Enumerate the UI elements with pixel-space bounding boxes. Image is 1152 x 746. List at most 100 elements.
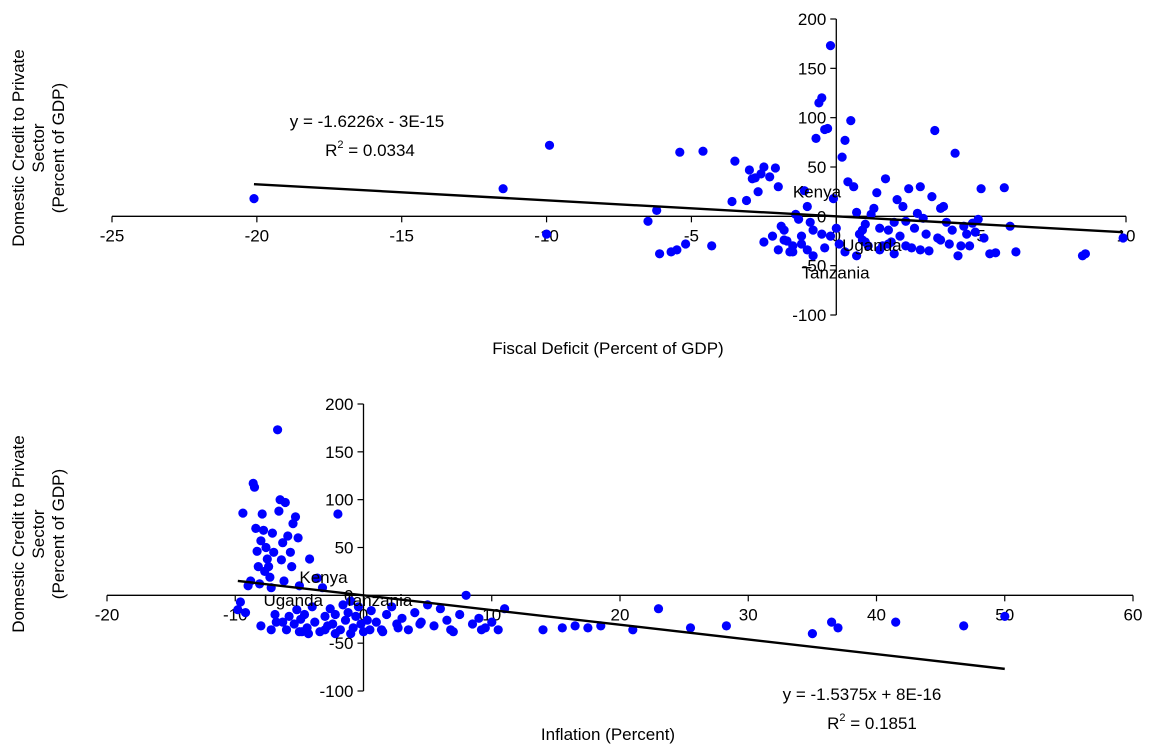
r-squared-1: R2 = 0.0334 [325,139,415,160]
data-point [269,547,279,557]
data-point [869,203,879,213]
data-point [681,239,691,249]
data-point [915,182,925,192]
data-point [837,152,847,162]
data-point [1080,249,1090,259]
x-tick-label: 40 [867,605,886,624]
data-point [802,201,812,212]
y-tick-label: -100 [319,682,353,701]
country-label: Tanzania [344,591,413,610]
data-point [823,123,833,134]
data-point [446,625,456,635]
data-point [1118,233,1128,243]
data-point [235,597,245,607]
data-point [915,245,925,255]
data-point [397,613,407,623]
data-point [382,609,392,620]
data-point [281,625,292,635]
data-point [362,615,372,625]
data-point [415,619,425,629]
data-point [895,231,905,241]
data-point [303,629,313,639]
equation-2: y = -1.5375x + 8E-16 [783,685,942,704]
data-point [805,217,815,227]
xlabel-2: Inflation (Percent) [541,725,675,744]
data-point [238,508,248,518]
data-point [891,617,901,627]
ylabel-2-line1: Domestic Credit to Private [9,435,28,632]
data-point [799,186,810,196]
data-point [252,546,262,556]
data-point [283,531,293,541]
x-tick-label: 30 [739,605,758,624]
data-point [249,194,259,204]
data-point [442,615,452,625]
data-point [765,172,775,182]
data-point [828,194,839,204]
data-point [970,227,980,237]
data-point [256,536,266,546]
annotations-1: Kenya Uganda Tanzania [793,183,902,283]
data-point [796,239,807,249]
data-point [261,542,271,553]
ylabel-1-line3: (Percent of GDP) [49,83,68,213]
data-point [936,235,946,245]
data-point [258,525,269,535]
data-point [655,249,665,259]
data-point [846,116,856,126]
data-point [278,617,288,627]
data-point [233,605,243,615]
data-point [973,214,983,224]
y-tick-label: 100 [798,109,826,128]
data-point [353,602,363,612]
data-point [834,239,844,249]
data-point [320,611,330,622]
data-point [570,621,580,631]
data-point [921,229,931,239]
data-point [825,41,836,51]
data-point [956,241,966,251]
data-point [279,576,289,586]
data-point [759,162,769,172]
data-point [991,248,1001,258]
x-tick-label: -20 [245,226,270,245]
data-point [653,604,664,614]
data-point [953,251,963,261]
data-point [289,619,299,629]
data-point [852,207,862,217]
data-point [904,184,914,194]
data-point [820,243,830,253]
data-point [721,621,732,631]
data-point [455,609,465,620]
data-point [883,225,894,235]
data-point [290,512,301,522]
y-tick-label: 0 [344,586,353,605]
annotations-2: Kenya Uganda Tanzania [263,568,412,610]
x-tick-label: 0 [359,605,368,624]
data-point [643,216,653,226]
data-point [808,225,818,235]
data-point [435,604,445,614]
data-point [962,229,972,239]
data-point [403,625,413,635]
data-point [474,613,484,623]
data-point [672,245,682,255]
x-tick-label: 0 [832,226,841,245]
data-point [267,528,277,538]
data-point [346,629,356,639]
y-tick-label: -100 [792,306,826,325]
data-point [305,554,315,564]
ylabel-2: Domestic Credit to Private Sector (Perce… [9,435,68,632]
data-point [487,617,497,627]
data-point [875,245,885,255]
chart-fiscal-deficit: Domestic Credit to Private Sector (Perce… [9,10,1135,358]
data-point [833,623,843,633]
data-point [950,148,960,158]
data-point [840,135,850,145]
data-point [807,629,818,639]
data-point [299,609,310,620]
ylabel-1-line2: Sector [29,123,48,172]
data-point [788,247,798,257]
